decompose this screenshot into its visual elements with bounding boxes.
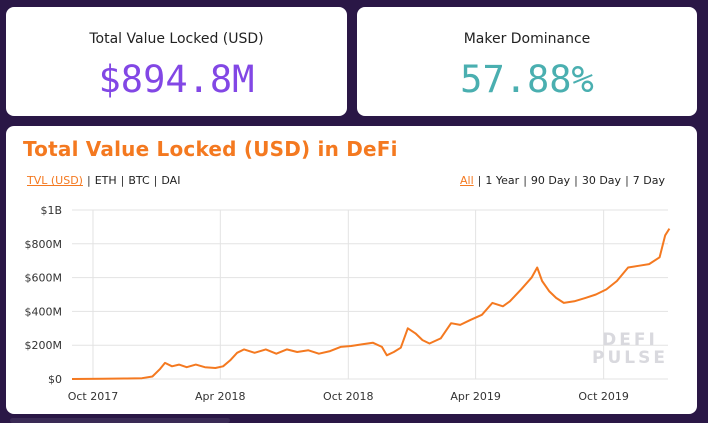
dominance-stat-card: Maker Dominance 57.88% xyxy=(357,7,697,116)
bottom-scroll-strip xyxy=(10,418,230,423)
x-tick-label: Apr 2018 xyxy=(195,390,246,403)
x-tick-label: Oct 2018 xyxy=(323,390,374,403)
tab-separator: | xyxy=(120,174,125,187)
y-tick-label: $800M xyxy=(25,238,63,251)
tvl-stat-value: $894.8M xyxy=(98,58,255,101)
tab-90-day[interactable]: 90 Day xyxy=(530,174,571,187)
y-tick-label: $600M xyxy=(25,272,63,285)
tvl-stat-card: Total Value Locked (USD) $894.8M xyxy=(6,7,347,116)
tab-30-day[interactable]: 30 Day xyxy=(581,174,622,187)
y-tick-label: $0 xyxy=(48,373,62,386)
tvl-series-line xyxy=(71,228,671,380)
tab-tvl-usd[interactable]: TVL (USD) xyxy=(27,174,83,187)
tab-separator: | xyxy=(574,174,578,187)
tab-all[interactable]: All xyxy=(460,174,474,187)
chart-title: Total Value Locked (USD) in DeFi xyxy=(23,137,398,161)
tab-separator: | xyxy=(625,174,629,187)
tvl-stat-label: Total Value Locked (USD) xyxy=(89,31,264,47)
tab-dai[interactable]: DAI xyxy=(161,174,181,187)
tab-separator: | xyxy=(477,174,482,187)
dominance-stat-label: Maker Dominance xyxy=(463,31,591,47)
tab-separator: | xyxy=(153,174,158,187)
asset-tabs: TVL (USD) | ETH | BTC | DAI xyxy=(27,174,180,187)
x-tick-label: Apr 2019 xyxy=(450,390,501,403)
y-tick-label: $200M xyxy=(25,339,63,352)
tab-separator: | xyxy=(523,174,527,187)
range-tabs: All | 1 Year | 90 Day | 30 Day | 7 Day xyxy=(460,174,665,187)
defi-pulse-watermark: DEFI PULSE xyxy=(592,331,668,367)
x-tick-label: Oct 2017 xyxy=(68,390,119,403)
tab-separator: | xyxy=(86,174,91,187)
tab-eth[interactable]: ETH xyxy=(94,174,117,187)
x-tick-label: Oct 2019 xyxy=(578,390,629,403)
tvl-chart-card: Total Value Locked (USD) in DeFi TVL (US… xyxy=(6,126,697,414)
dominance-stat-value: 57.88% xyxy=(460,58,594,101)
tvl-line-chart: $0 $200M $400M $600M $800M $1B Oct 2017 Apr 201… xyxy=(25,204,671,403)
y-tick-label: $400M xyxy=(25,305,63,318)
watermark-line-1: DEFI xyxy=(602,330,658,350)
y-tick-label: $1B xyxy=(40,204,62,217)
watermark-line-2: PULSE xyxy=(592,348,668,368)
tab-1-year[interactable]: 1 Year xyxy=(485,174,520,187)
tab-7-day[interactable]: 7 Day xyxy=(632,174,665,187)
tab-btc[interactable]: BTC xyxy=(128,174,150,187)
